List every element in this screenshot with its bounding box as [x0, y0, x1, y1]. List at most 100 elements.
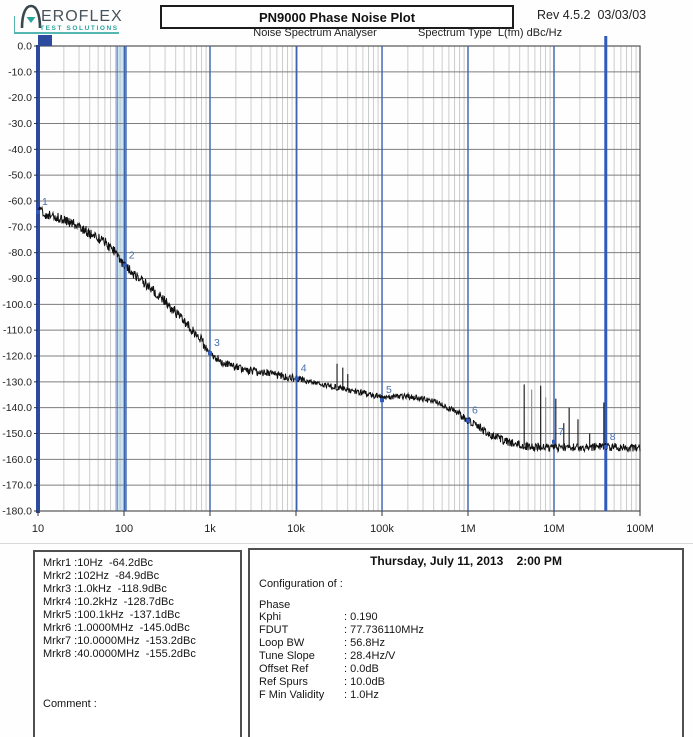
y-tick-label: -70.0: [8, 221, 32, 233]
y-tick-label: -50.0: [8, 170, 32, 182]
config-label: FDUT: [259, 624, 289, 636]
y-tick-label: -120.0: [2, 351, 32, 363]
marker-number-2: 2: [129, 249, 135, 261]
y-tick-label: -30.0: [8, 118, 32, 130]
aeroflex-logo: EROFLEX TEST SOLUTIONS: [10, 2, 140, 36]
config-value: : 56.8Hz: [344, 637, 385, 649]
corner-block: [38, 35, 52, 46]
config-rows: Kphi : 0.190 FDUT : 77.736110MHz Loop BW : 56…: [250, 611, 682, 702]
marker-dot-7: [552, 439, 556, 444]
marker-number-8: 8: [610, 431, 616, 443]
config-value: : 0.190: [344, 611, 378, 623]
config-row-ref-spurs: Ref Spurs : 10.0dB: [250, 676, 682, 689]
logo-bracket: [14, 16, 119, 34]
marker-readout-2: Mrkr2 :102Hz -84.9dBc: [43, 570, 160, 582]
x-tick-label: 100M: [626, 523, 654, 535]
y-tick-label: -150.0: [2, 428, 32, 440]
marker-number-7: 7: [558, 426, 564, 438]
y-tick-label: -110.0: [3, 325, 32, 337]
config-label: Tune Slope: [259, 650, 315, 662]
report-title-box: PN9000 Phase Noise Plot: [160, 5, 514, 29]
y-axis-line: [36, 35, 52, 513]
x-tick-label: 100: [115, 523, 133, 535]
y-axis-ticks: 0.0 -10.0 -20.0 -30.0 -40.0 -50.0 -60.0 -70.0 -8…: [2, 41, 38, 518]
spur-lines: [336, 363, 605, 448]
marker-readout-8: Mrkr8 :40.0000MHz -155.2dBc: [43, 648, 196, 660]
marker-dot-2: [122, 263, 127, 268]
config-label: Offset Ref: [259, 663, 309, 675]
config-value: : 77.736110MHz: [344, 624, 424, 636]
config-row-kphi: Kphi : 0.190: [250, 611, 682, 624]
marker-number-3: 3: [214, 337, 220, 349]
revision-label: Rev 4.5.2 03/03/03: [537, 8, 647, 22]
y-tick-label: -130.0: [2, 376, 32, 388]
marker-number-6: 6: [472, 405, 478, 417]
marker-dot-8: [603, 444, 608, 449]
section-divider: [0, 543, 693, 544]
config-value: : 0.0dB: [344, 663, 379, 675]
marker-dot-6: [466, 418, 470, 423]
config-row-offset-ref: Offset Ref : 0.0dB: [250, 663, 682, 676]
config-row-tune-slope: Tune Slope : 28.4Hz/V: [250, 650, 682, 663]
brand-tagline: TEST SOLUTIONS: [40, 25, 119, 32]
config-label: Ref Spurs: [259, 676, 308, 688]
phase-noise-chart: 1 2 3 4 5 6 7 8 10 100 1k 10k 100k 1M 10M 100M 0.0 -10.0 -…: [2, 35, 654, 535]
config-row-fdut: FDUT : 77.736110MHz: [250, 624, 682, 637]
marker-readout-6: Mrkr6 :1.0000MHz -145.0dBc: [43, 622, 190, 634]
marker-number-1: 1: [42, 196, 48, 208]
marker-readout-7: Mrkr7 :10.0000MHz -153.2dBc: [43, 635, 196, 647]
marker-dot-4: [294, 376, 299, 381]
marker-readout-4: Mrkr4 :10.2kHz -128.7dBc: [43, 596, 174, 608]
config-row-loop-bw: Loop BW : 56.8Hz: [250, 637, 682, 650]
phase-noise-trace: [37, 205, 641, 454]
y-tick-label: -20.0: [8, 92, 32, 104]
aeroflex-arch-icon: [20, 4, 42, 29]
config-panel: Thursday, July 11, 2013 2:00 PM Configur…: [248, 548, 684, 737]
comment-label: Comment :: [43, 698, 97, 710]
y-tick-label: -10.0: [8, 66, 32, 78]
grid-major: [37, 45, 641, 512]
report-datetime: Thursday, July 11, 2013 2:00 PM: [370, 554, 562, 568]
x-tick-label: 10k: [287, 523, 305, 535]
y-tick-label: -180.0: [2, 506, 32, 518]
config-label: F Min Validity: [259, 689, 325, 701]
marker-dot-5: [380, 398, 385, 403]
band-edges: [116, 46, 127, 511]
brand-wordmark: EROFLEX: [41, 8, 123, 25]
y-tick-label: -170.0: [2, 480, 32, 492]
marker-readout-3: Mrkr3 :1.0kHz -118.9dBc: [43, 583, 167, 595]
x-tick-label: 10: [32, 523, 44, 535]
x-axis-ticks: 10 100 1k 10k 100k 1M 10M 100M: [32, 511, 654, 535]
x-tick-label: 1M: [460, 523, 475, 535]
config-value: : 1.0Hz: [344, 689, 379, 701]
config-heading: Configuration of :: [259, 578, 343, 590]
spectrum-type-label: Spectrum Type L(fm) dBc/Hz: [418, 27, 563, 39]
marker-readout-5: Mrkr5 :100.1kHz -137.1dBc: [43, 609, 180, 621]
analyser-subtitle: Noise Spectrum Analyser: [253, 27, 377, 39]
y-tick-label: -140.0: [2, 402, 32, 414]
marker-number-5: 5: [386, 384, 392, 396]
page-title: PN9000 Phase Noise Plot: [258, 9, 416, 25]
config-label: Loop BW: [259, 637, 305, 649]
x-tick-label: 10M: [543, 523, 564, 535]
config-row-f-min-validity: F Min Validity : 1.0Hz: [250, 689, 682, 702]
marker-readout-1: Mrkr1 :10Hz -64.2dBc: [43, 557, 154, 569]
config-value: : 10.0dB: [344, 676, 385, 688]
marker-dot-3: [208, 351, 212, 356]
marker-number-4: 4: [301, 362, 307, 374]
marker-list: Mrkr1 :10Hz -64.2dBc Mrkr2 :102Hz -84.9dB…: [35, 552, 240, 661]
config-label: Kphi: [259, 611, 282, 623]
marker-list-panel: Mrkr1 :10Hz -64.2dBc Mrkr2 :102Hz -84.9dB…: [33, 550, 242, 737]
y-tick-label: -80.0: [8, 247, 32, 259]
marker-points: 1 2 3 4 5 6 7 8: [36, 196, 616, 449]
config-subject: Phase: [259, 599, 291, 611]
x-tick-label: 1k: [204, 523, 216, 535]
y-tick-label: -60.0: [8, 196, 32, 208]
y-tick-label: 0.0: [17, 41, 32, 53]
x-tick-label: 100k: [370, 523, 394, 535]
marker-lines: [124, 36, 608, 511]
y-tick-label: -160.0: [2, 454, 32, 466]
config-value: : 28.4Hz/V: [344, 650, 396, 662]
y-tick-label: -90.0: [8, 273, 32, 285]
